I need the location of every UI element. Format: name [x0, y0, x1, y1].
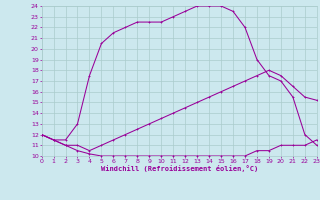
X-axis label: Windchill (Refroidissement éolien,°C): Windchill (Refroidissement éolien,°C) [100, 165, 258, 172]
